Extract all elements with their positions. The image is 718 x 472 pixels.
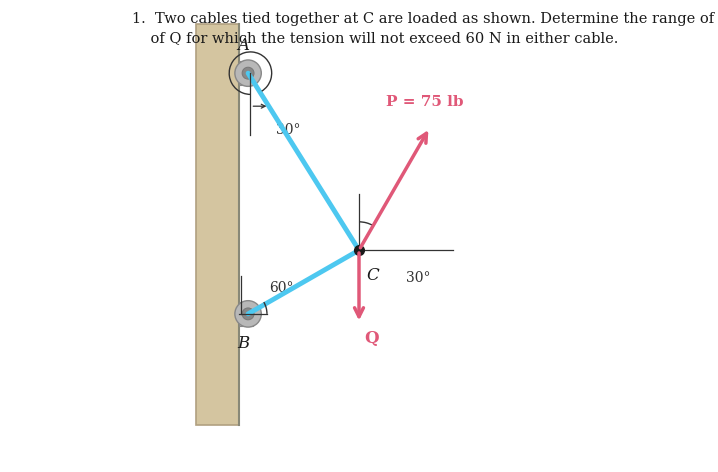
- Circle shape: [235, 301, 261, 327]
- Bar: [238, 61, 253, 85]
- Bar: [238, 302, 253, 326]
- Text: A: A: [238, 37, 249, 54]
- Bar: [196, 24, 238, 425]
- Text: of Q for which the tension will not exceed 60 N in either cable.: of Q for which the tension will not exce…: [132, 31, 619, 45]
- Text: Q: Q: [365, 330, 379, 347]
- Text: 60°: 60°: [269, 281, 294, 295]
- Circle shape: [242, 308, 254, 320]
- Text: 1.  Two cables tied together at C are loaded as shown. Determine the range of va: 1. Two cables tied together at C are loa…: [132, 12, 718, 26]
- Text: 30°: 30°: [406, 271, 431, 286]
- Text: P = 75 lb: P = 75 lb: [386, 95, 464, 109]
- Circle shape: [242, 67, 254, 79]
- Text: 30°: 30°: [276, 123, 301, 137]
- Text: C: C: [366, 267, 379, 284]
- Circle shape: [235, 60, 261, 86]
- Text: B: B: [237, 335, 249, 352]
